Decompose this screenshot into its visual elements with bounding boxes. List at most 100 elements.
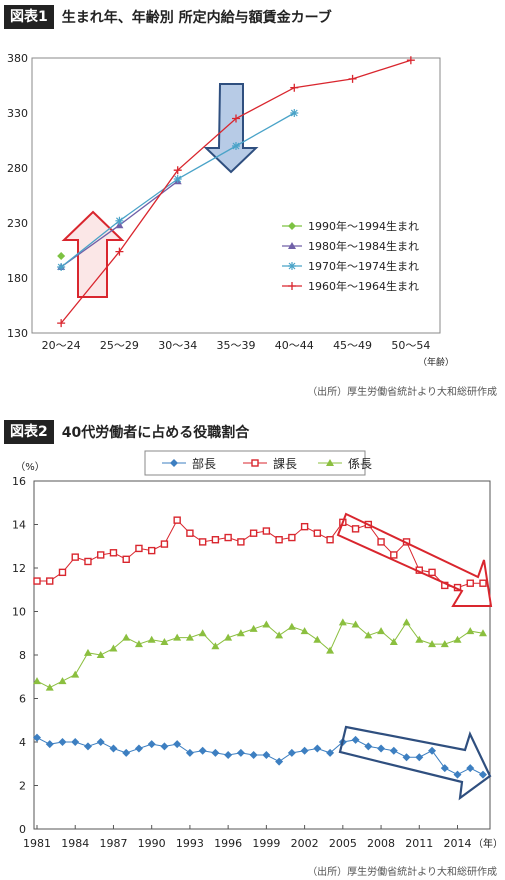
blue-arrow-annotation (338, 725, 492, 801)
chart1-ytick: 280 (7, 162, 28, 175)
chart2-ytick: 0 (19, 823, 26, 836)
chart1-ytick: 380 (7, 52, 28, 65)
chart1-ytick: 130 (7, 327, 28, 340)
chart2-point (351, 735, 360, 744)
chart2-source: （出所）厚生労働省統計より大和総研作成 (307, 867, 497, 878)
chart2-point (377, 538, 385, 546)
chart2-point (313, 635, 322, 643)
chart2-legend-marker (170, 459, 178, 467)
chart2-point (313, 529, 322, 537)
chart2-point (262, 620, 271, 628)
chart2-badge: 図表2 (4, 420, 54, 444)
chart2-title: 40代労働者に占める役職割合 (61, 425, 250, 441)
chart1-xtick: 40〜44 (275, 339, 314, 352)
chart2-y-unit: （%） (15, 461, 45, 473)
chart2-point (224, 633, 233, 641)
chart2-point (185, 633, 194, 641)
chart2-point (453, 770, 462, 779)
chart2-point (109, 744, 118, 753)
chart2-point (198, 629, 207, 637)
chart2-point (262, 527, 271, 535)
chart2-point (224, 533, 232, 542)
chart2-point (440, 640, 449, 648)
chart1-point (115, 247, 124, 256)
chart2-ytick: 2 (19, 780, 26, 793)
chart2-point (275, 631, 284, 639)
chart2-legend-marker (326, 459, 334, 466)
chart2-point (351, 525, 360, 533)
chart2-point (134, 640, 143, 648)
chart2-point (45, 683, 54, 691)
chart2-point (147, 635, 156, 643)
chart2-point (83, 742, 92, 751)
chart2-point (288, 533, 296, 542)
chart2-header: 図表2 40代労働者に占める役職割合 (4, 420, 249, 444)
chart1-point (348, 74, 357, 83)
chart2-point (275, 757, 284, 766)
chart1-legend-marker (288, 222, 296, 230)
chart2-point (326, 646, 335, 654)
chart2-point (389, 637, 398, 645)
chart2-point (453, 635, 462, 643)
chart1-ytick: 230 (7, 217, 28, 230)
chart2-xtick: 2005 (329, 837, 357, 850)
chart1-legend-marker (288, 262, 296, 270)
chart2-point (237, 538, 245, 546)
chart2-legend-marker (251, 459, 259, 467)
chart2-point (211, 642, 220, 650)
chart2-xtick: 2002 (291, 837, 319, 850)
chart2-point (46, 577, 54, 585)
chart1-point (406, 56, 415, 65)
chart2-point (211, 748, 220, 757)
chart2-point (198, 746, 207, 755)
chart1-header: 図表1 生まれ年、年齢別 所定内給与額賃金カーブ (4, 5, 332, 29)
chart2-point (173, 516, 181, 524)
chart2-point (160, 540, 169, 548)
chart2-point (389, 746, 398, 755)
chart1-source: （出所）厚生労働省統計より大和総研作成 (307, 387, 497, 398)
chart2-ytick: 12 (12, 562, 26, 575)
chart2-legend-label: 係長 (348, 457, 372, 471)
chart2-xtick: 2008 (367, 837, 395, 850)
chart2-xtick: 1993 (176, 837, 204, 850)
chart1-point (57, 252, 66, 260)
chart2-point (300, 746, 309, 755)
chart2-point (249, 529, 258, 537)
chart1-point (115, 216, 124, 225)
chart1-point (290, 83, 299, 92)
chart2-x-unit: （年） (473, 837, 503, 850)
chart2-point (262, 751, 271, 760)
chart2-point (122, 748, 131, 757)
chart2-point (33, 733, 41, 742)
chart1-legend-marker (288, 242, 296, 249)
chart1-point (232, 114, 240, 123)
chart2-xtick: 1990 (138, 837, 166, 850)
chart2-point (440, 764, 449, 773)
chart2-point (109, 644, 118, 652)
chart2-point (415, 753, 424, 762)
chart2-point (96, 651, 105, 658)
down-arrow-annotation (203, 83, 259, 174)
chart2-legend-label: 部長 (192, 456, 216, 471)
chart2-point (71, 553, 79, 561)
chart1-point (57, 319, 66, 328)
chart2-ytick: 10 (12, 606, 26, 619)
chart2-point (71, 670, 80, 678)
chart1-legend-label: 1980年〜1984生まれ (308, 239, 419, 253)
chart2-point (428, 746, 437, 755)
chart2-point (135, 544, 143, 553)
chart2-xtick: 2014 (444, 837, 472, 850)
chart2-xtick: 2011 (405, 837, 433, 850)
chart2-point (300, 627, 309, 635)
chart2-point (326, 536, 334, 544)
chart1-legend-marker (288, 282, 296, 290)
chart2-ytick: 6 (19, 693, 26, 706)
chart2-point (147, 546, 156, 555)
chart1-point (173, 175, 182, 183)
chart2-point (249, 624, 258, 632)
chart2-point (224, 751, 233, 760)
chart2-xtick: 1984 (61, 837, 89, 850)
chart2-point (415, 635, 424, 643)
chart2-point (96, 738, 105, 746)
chart1-legend-label: 1970年〜1974生まれ (308, 259, 419, 273)
